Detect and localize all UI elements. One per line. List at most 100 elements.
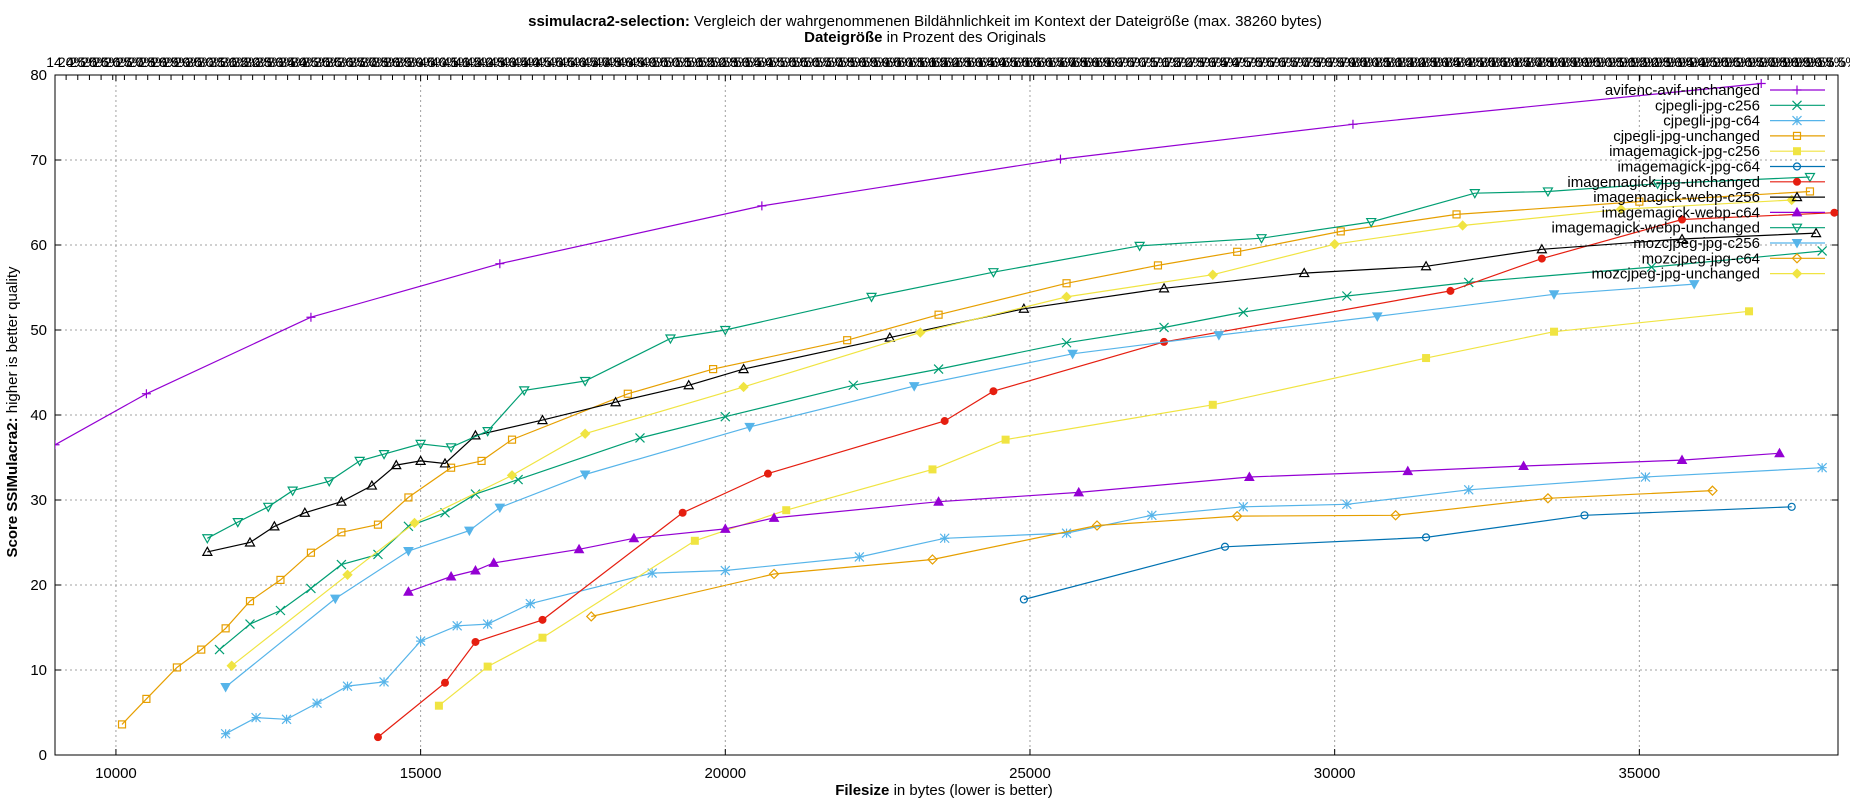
marker-x bbox=[1159, 322, 1169, 333]
top-tick-label: 76.5% bbox=[1270, 54, 1310, 70]
series-group bbox=[55, 79, 1838, 742]
y-tick-label: 50 bbox=[30, 322, 47, 339]
series-line bbox=[207, 176, 1811, 539]
legend-label: imagemagick-jpg-c64 bbox=[1617, 159, 1760, 176]
top-tick-label: 33.5% bbox=[268, 54, 308, 70]
marker-filled-diamond bbox=[1061, 291, 1072, 303]
top-tick-label: 84.0% bbox=[1445, 54, 1485, 70]
y-tick-label: 40 bbox=[30, 407, 47, 424]
marker-triangle bbox=[268, 520, 280, 531]
top-tick-label: 89.5% bbox=[1573, 54, 1613, 70]
top-tick-label: 32.0% bbox=[233, 54, 273, 70]
legend-label: cjpegli-jpg-c64 bbox=[1663, 113, 1760, 130]
top-tick-label: 50.5% bbox=[664, 54, 704, 70]
series-imagemagick-webp-c256 bbox=[201, 227, 1822, 556]
legend-item: mozcjpeg-jpg-unchanged bbox=[1592, 266, 1825, 283]
top-tick-label: 42.5% bbox=[478, 54, 518, 70]
top-tick-label: 96.5% bbox=[1737, 54, 1777, 70]
marker-square bbox=[172, 663, 181, 672]
legend-item: mozcjpeg-jpg-c256 bbox=[1633, 235, 1825, 252]
top-tick-label: 37.5% bbox=[361, 54, 401, 70]
marker-triangle bbox=[439, 457, 451, 468]
marker-filled-square bbox=[928, 465, 937, 474]
marker-filled-triangle-down bbox=[579, 470, 591, 481]
marker-star bbox=[720, 565, 731, 576]
marker-triangle-down bbox=[262, 502, 274, 513]
marker-triangle-down bbox=[201, 534, 213, 544]
series-mozcjpeg-jpg-c256 bbox=[220, 280, 1700, 693]
top-tick-label: 54.0% bbox=[746, 54, 786, 70]
marker-triangle bbox=[683, 379, 695, 390]
marker-triangle bbox=[1536, 243, 1548, 254]
marker-filled-triangle-down bbox=[1688, 280, 1700, 290]
top-tick-label: 82.0% bbox=[1398, 54, 1438, 70]
marker-triangle-down bbox=[323, 477, 335, 488]
marker-filled-square bbox=[1793, 147, 1801, 156]
top-tick-label: 90.5% bbox=[1597, 54, 1637, 70]
marker-x bbox=[245, 619, 255, 630]
marker-triangle bbox=[201, 546, 213, 556]
marker-square bbox=[1805, 187, 1815, 196]
top-tick-label: 99.0% bbox=[1795, 54, 1835, 70]
top-tick-label: 25.0% bbox=[70, 54, 110, 70]
marker-diamond bbox=[927, 554, 938, 565]
marker-triangle-down bbox=[232, 518, 244, 528]
marker-triangle bbox=[366, 479, 378, 490]
top-tick-label: 94.5% bbox=[1690, 54, 1730, 70]
marker-filled-square bbox=[1001, 435, 1010, 444]
marker-triangle bbox=[390, 459, 402, 470]
legend-item: imagemagick-jpg-c64 bbox=[1617, 159, 1825, 176]
marker-star bbox=[854, 552, 865, 562]
top-tick-label: 76.0% bbox=[1259, 54, 1299, 70]
top-tick-label: 26.5% bbox=[105, 54, 145, 70]
marker-square bbox=[221, 624, 230, 633]
top-tick-label: 30.5% bbox=[198, 54, 238, 70]
legend-label: cjpegli-jpg-unchanged bbox=[1613, 128, 1760, 145]
x-tick-label: 30000 bbox=[1314, 765, 1356, 782]
top-tick-label: 52.0% bbox=[699, 54, 739, 70]
top-tick-label: 44.5% bbox=[524, 54, 564, 70]
marker-filled-triangle-down bbox=[1371, 312, 1383, 322]
marker-x bbox=[848, 380, 859, 391]
legend-label: imagemagick-webp-unchanged bbox=[1552, 220, 1760, 237]
marker-square bbox=[1792, 131, 1802, 140]
top-tick-label: 95.0% bbox=[1702, 54, 1742, 70]
marker-square bbox=[404, 493, 413, 502]
top-tick-label: 28.0% bbox=[140, 54, 180, 70]
marker-x bbox=[635, 433, 645, 443]
marker-filled-triangle bbox=[1791, 206, 1803, 217]
top-tick-label: 98.5% bbox=[1783, 54, 1823, 70]
marker-star bbox=[379, 676, 389, 687]
marker-filled-triangle bbox=[488, 557, 500, 567]
legend-item: imagemagick-webp-unchanged bbox=[1552, 220, 1825, 237]
top-tick-label: 57.5% bbox=[827, 54, 867, 70]
top-tick-label: 89.0% bbox=[1562, 54, 1602, 70]
top-tick-label: 78.0% bbox=[1305, 54, 1345, 70]
marker-diamond bbox=[768, 568, 780, 580]
top-tick-label: 35.5% bbox=[314, 54, 354, 70]
marker-square bbox=[306, 548, 316, 557]
top-tick-label: 44.0% bbox=[513, 54, 553, 70]
marker-triangle-down bbox=[1652, 179, 1664, 190]
x-tick-label: 10000 bbox=[95, 765, 137, 782]
marker-x bbox=[336, 559, 347, 570]
x-axis-label: Filesize in bytes (lower is better) bbox=[835, 782, 1053, 799]
top-tick-label: 52.5% bbox=[711, 54, 751, 70]
marker-star bbox=[251, 712, 262, 723]
marker-circle bbox=[1220, 542, 1230, 551]
marker-diamond bbox=[585, 611, 597, 622]
top-tick-label: 88.5% bbox=[1550, 54, 1590, 70]
marker-filled-diamond bbox=[1329, 238, 1340, 250]
top-tick-label: 75.5% bbox=[1247, 54, 1287, 70]
marker-filled-diamond bbox=[579, 428, 591, 439]
marker-plus bbox=[306, 312, 316, 322]
marker-star bbox=[220, 728, 231, 739]
marker-triangle bbox=[415, 455, 427, 465]
top-tick-label: 55.0% bbox=[769, 54, 809, 70]
marker-star bbox=[342, 681, 353, 692]
top-tick-label: 65.5% bbox=[1014, 54, 1054, 70]
legend-item: avifenc-avif-unchanged bbox=[1605, 82, 1825, 99]
top-tick-label: 39.5% bbox=[408, 54, 448, 70]
y-tick-label: 10 bbox=[30, 662, 47, 679]
marker-filled-diamond bbox=[506, 470, 518, 481]
